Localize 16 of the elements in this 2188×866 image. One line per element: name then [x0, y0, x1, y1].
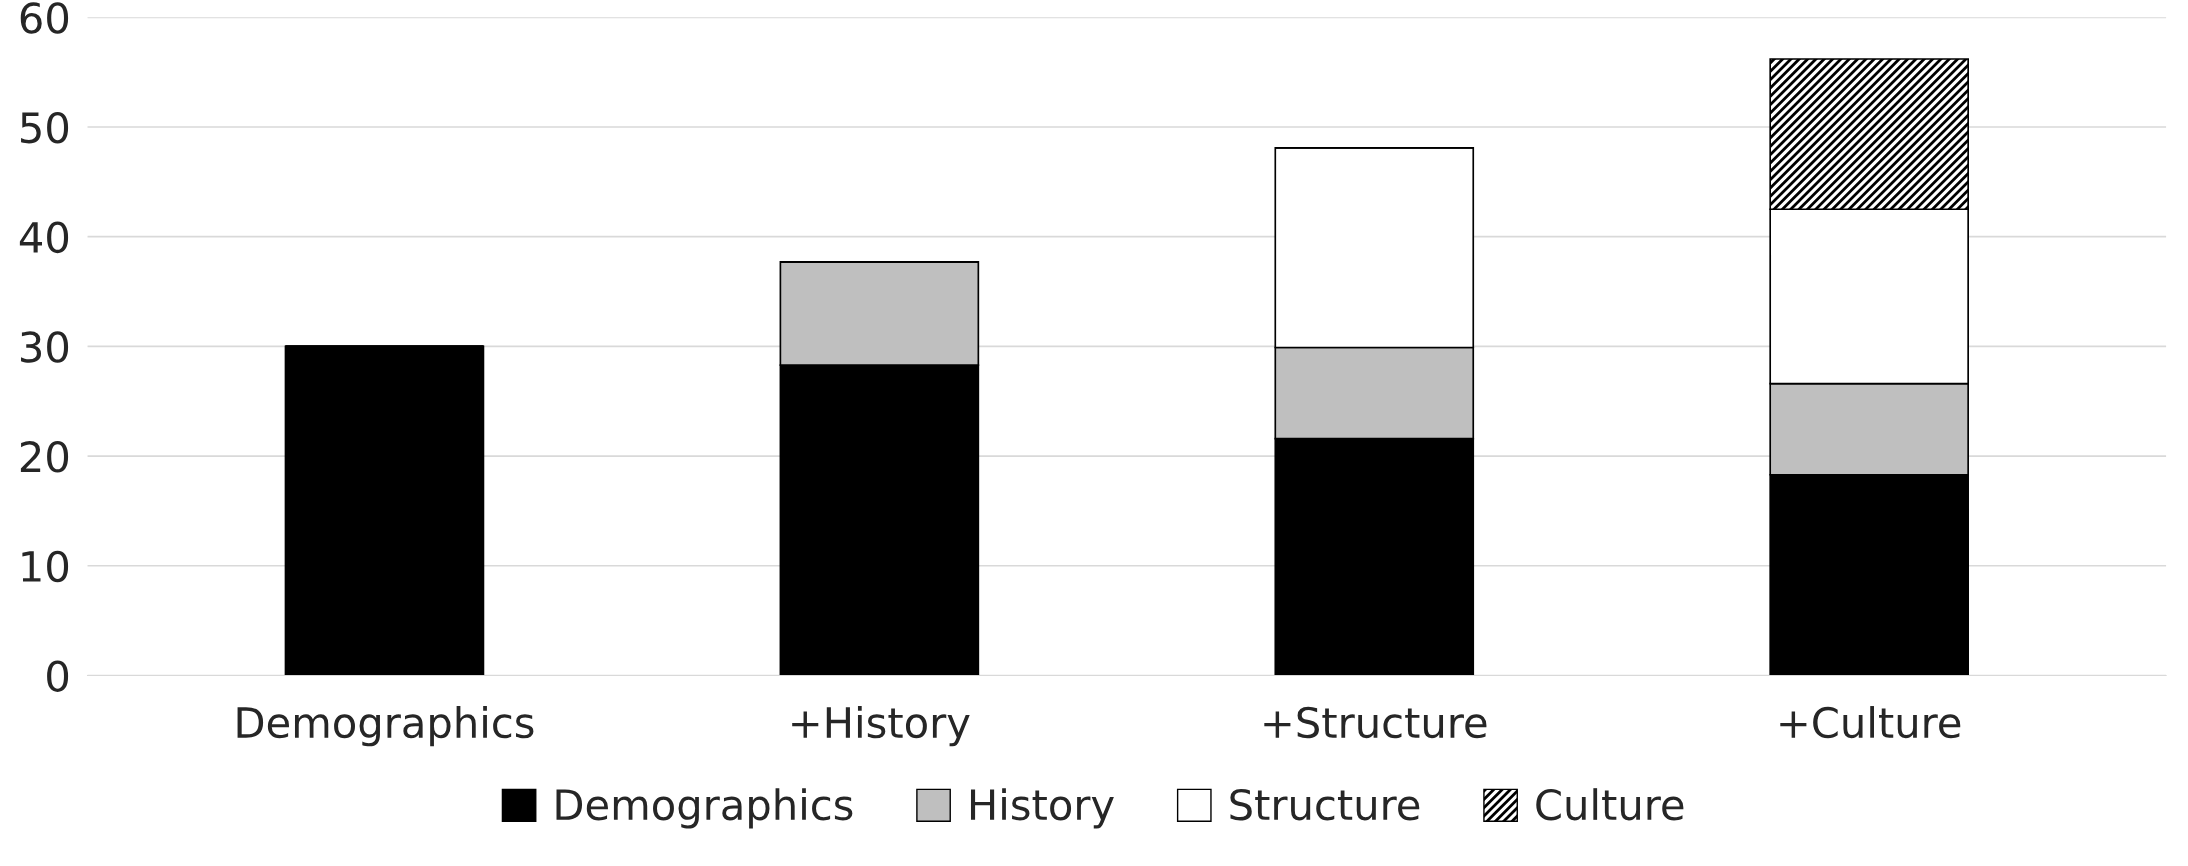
y-tick-label: 0 — [47, 660, 69, 692]
legend-label: Demographics — [556, 788, 853, 829]
y-tick-label: 10 — [22, 550, 69, 583]
y-tick-label: 30 — [21, 331, 69, 363]
x-tick-label: +Structure — [1264, 706, 1487, 739]
legend-label: Structure — [1230, 788, 1420, 821]
x-tick-label: +History — [792, 706, 970, 747]
bar — [284, 345, 485, 676]
x-tick-label: +Culture — [1780, 706, 1961, 739]
y-tick-label: 40 — [19, 221, 69, 254]
y-tick-label: 60 — [20, 2, 69, 34]
y-tick-label: 20 — [20, 441, 69, 473]
y-tick-label: 50 — [21, 111, 69, 144]
x-tick-label: Demographics — [237, 706, 534, 747]
legend-label: History — [970, 788, 1114, 829]
legend-label: Culture — [1536, 788, 1684, 821]
